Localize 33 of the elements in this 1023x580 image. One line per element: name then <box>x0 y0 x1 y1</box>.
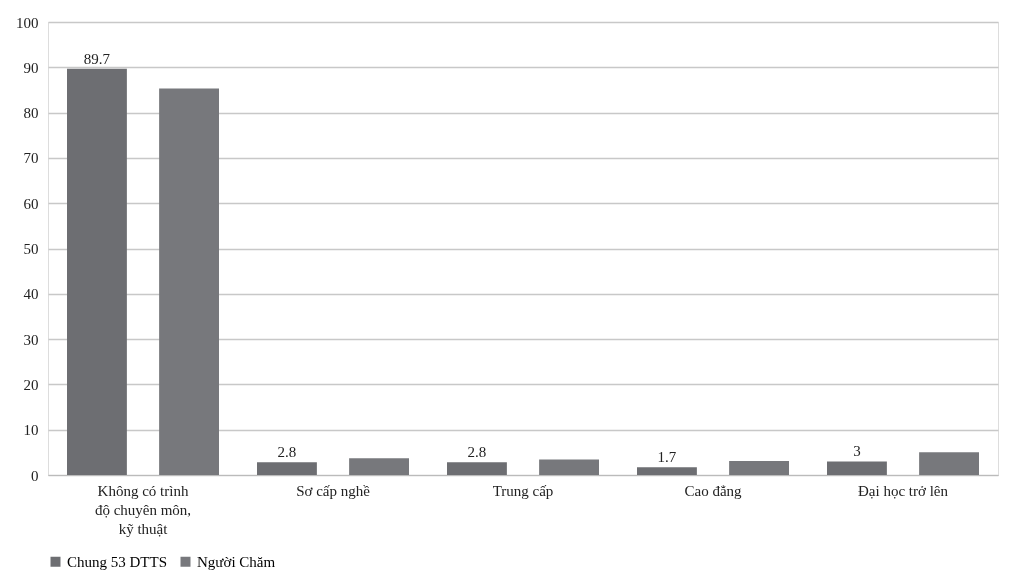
y-tick-label: 50 <box>23 241 39 257</box>
bar <box>447 462 507 475</box>
data-label: 2.8 <box>277 444 297 461</box>
bar <box>539 459 599 475</box>
y-tick-label: 10 <box>23 422 39 439</box>
bar <box>637 467 697 475</box>
legend-label: Chung 53 DTTS <box>67 553 168 570</box>
y-tick-label: 40 <box>23 286 39 303</box>
data-label: 2.8 <box>467 444 487 461</box>
bar <box>257 462 317 475</box>
bar <box>919 452 979 475</box>
data-label: 3 <box>853 443 861 460</box>
x-tick-label: Trung cấp <box>492 482 554 499</box>
bar <box>159 88 219 475</box>
y-tick-label: 90 <box>23 59 39 76</box>
data-label: 1.7 <box>657 449 677 466</box>
y-tick-label: 0 <box>31 467 39 484</box>
data-label: 89.7 <box>83 50 111 67</box>
bar <box>827 461 887 475</box>
bar <box>349 458 409 475</box>
bar <box>729 460 789 475</box>
y-tick-label: 20 <box>23 376 39 393</box>
x-tick-label: Cao đẳng <box>684 482 743 499</box>
y-tick-label: 100 <box>16 14 39 31</box>
y-tick-label: 30 <box>23 331 39 348</box>
y-tick-label: 80 <box>23 105 39 122</box>
x-tick-label: Đại học trở lên <box>858 482 949 499</box>
y-tick-label: 60 <box>23 195 39 212</box>
legend-label: Người Chăm <box>197 553 276 570</box>
y-tick-label: 70 <box>23 150 39 167</box>
x-tick-label: Sơ cấp nghề <box>296 482 371 499</box>
bar <box>67 68 127 475</box>
x-tick-label: Không có trình độ chuyên môn, kỹ thuật <box>94 482 192 537</box>
